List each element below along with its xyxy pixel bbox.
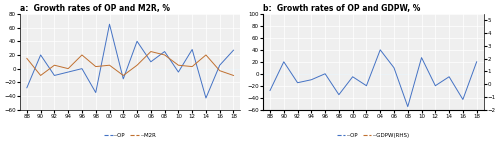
Legend: --OP, --M2R: --OP, --M2R	[102, 131, 158, 140]
Legend: --OP, --GDPW(RHS): --OP, --GDPW(RHS)	[334, 131, 412, 140]
Text: a:  Growth rates of OP and M2R, %: a: Growth rates of OP and M2R, %	[20, 4, 170, 13]
Text: b:  Growth rates of OP and GDPW, %: b: Growth rates of OP and GDPW, %	[263, 4, 420, 13]
